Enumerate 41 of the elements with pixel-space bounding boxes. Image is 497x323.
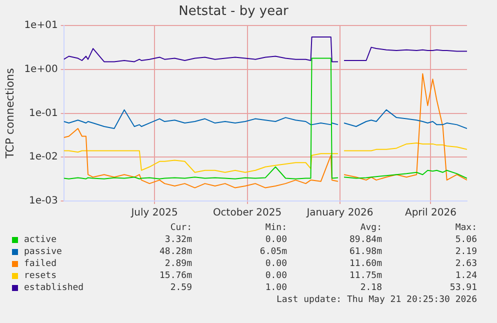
text: 3.32m: [164, 234, 192, 246]
text: 15.76m: [158, 270, 192, 282]
legend-label: active: [23, 234, 58, 246]
text: 1.24: [454, 270, 477, 282]
text: 89.84m: [348, 234, 382, 246]
text: 2.18: [359, 282, 382, 294]
text: Min:: [264, 222, 287, 234]
y-axis-title: TCP connections: [3, 68, 16, 160]
text: 61.98m: [348, 246, 382, 258]
x-tick-label: October 2025: [212, 208, 282, 219]
text: 5.06: [454, 234, 477, 246]
chart-title: Netstat - by year: [178, 4, 290, 20]
y-tick-label: 1e-01: [28, 108, 58, 119]
legend-label: passive: [23, 246, 63, 258]
text: 53.91: [448, 282, 477, 294]
y-tick-label: 1e+01: [24, 20, 58, 32]
text: 11.75m: [348, 270, 382, 282]
x-tick-label: April 2026: [404, 208, 456, 219]
text: 2.89m: [164, 258, 192, 270]
legend-label: failed: [23, 258, 58, 270]
text: 2.19: [454, 246, 477, 258]
x-tick-label: July 2025: [130, 208, 178, 219]
text: 0.00: [264, 270, 287, 282]
text: Cur:: [169, 222, 192, 234]
text: Max:: [454, 222, 477, 234]
legend-label: established: [23, 282, 85, 294]
text: 11.60m: [348, 258, 382, 270]
text: 2.63: [454, 258, 477, 270]
text: 1.00: [264, 282, 287, 294]
y-tick-label: 1e-03: [28, 196, 58, 207]
text: 2.59: [169, 282, 192, 294]
text: Last update: Thu May 21 20:25:30 2026: [276, 294, 477, 306]
text: 48.28m: [158, 246, 192, 258]
y-tick-label: 1e-02: [28, 152, 58, 163]
text: 0.00: [264, 258, 287, 270]
y-tick-label: 1e+00: [24, 64, 58, 76]
x-tick-label: January 2026: [306, 208, 374, 219]
legend-label: resets: [23, 270, 58, 282]
text: Avg:: [359, 222, 382, 234]
text: 6.05m: [258, 246, 287, 258]
text: 0.00: [264, 234, 287, 246]
